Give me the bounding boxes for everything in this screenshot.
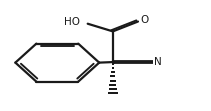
Text: N: N: [154, 57, 162, 67]
Text: HO: HO: [64, 17, 80, 27]
Text: O: O: [140, 15, 148, 25]
